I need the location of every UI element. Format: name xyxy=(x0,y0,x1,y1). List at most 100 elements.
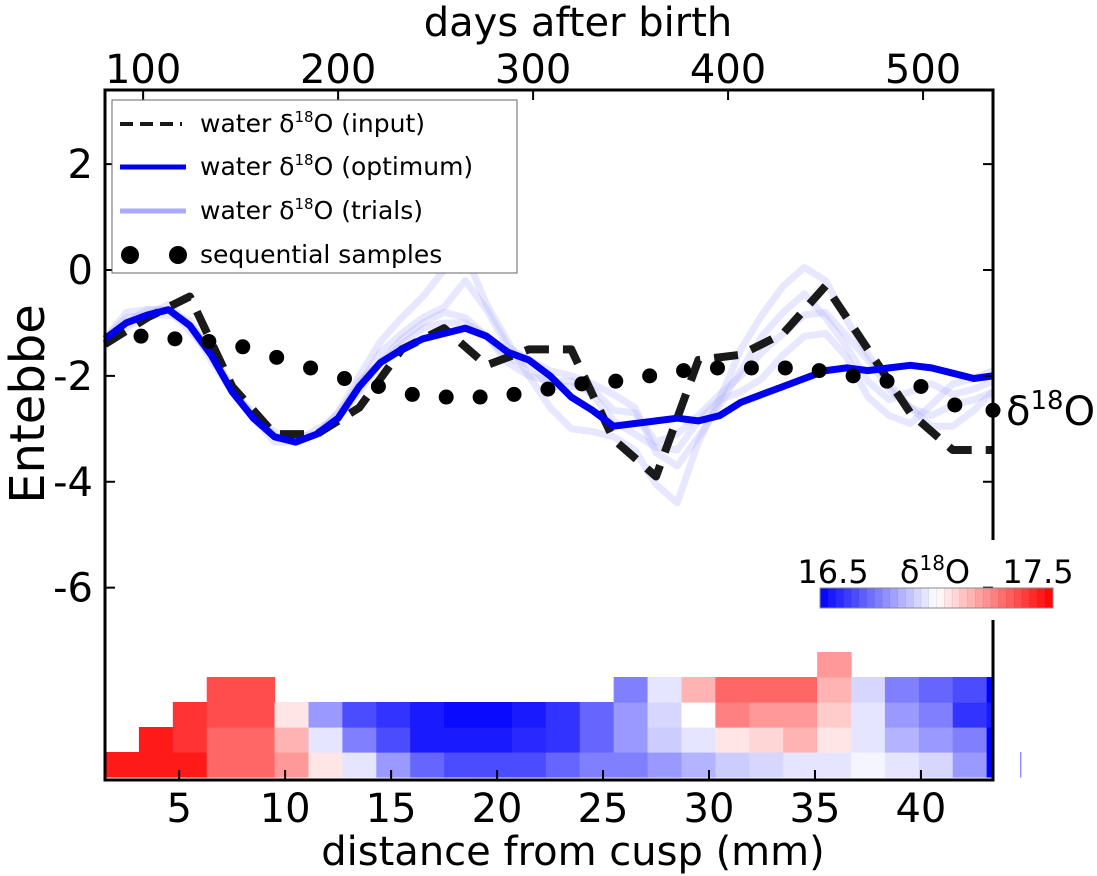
colorbar-cell xyxy=(897,587,907,609)
legend-samples-label: sequential samples xyxy=(200,240,442,269)
legend: water δ18O (input) water δ18O (optimum) … xyxy=(111,99,518,274)
heatmap-cell xyxy=(613,702,649,728)
heatmap-cell xyxy=(851,752,886,778)
colorbar: 16.5 17.5 δ18O xyxy=(797,551,1074,609)
colorbar-cell xyxy=(1013,587,1023,609)
sample-point xyxy=(336,371,352,387)
heatmap-cell xyxy=(579,727,615,753)
heatmap-cell xyxy=(240,702,276,728)
sample-point xyxy=(506,386,522,402)
sample-point xyxy=(574,376,590,392)
sample-point xyxy=(540,381,556,397)
heatmap-cell xyxy=(613,677,649,703)
sample-point xyxy=(133,328,149,344)
heatmap-cell xyxy=(681,727,716,753)
colorbar-title: δ18O xyxy=(900,551,970,591)
y-tick-label: -4 xyxy=(53,460,93,506)
heatmap-cell xyxy=(138,727,174,753)
heatmap-cell xyxy=(240,752,276,778)
colorbar-cell xyxy=(990,587,1000,609)
heatmap-cell xyxy=(342,727,377,753)
colorbar-cell xyxy=(951,587,961,609)
heatmap-cell xyxy=(376,752,411,778)
heatmap-cell xyxy=(952,677,988,703)
heatmap-cell xyxy=(749,752,784,778)
colorbar-cell xyxy=(1029,587,1039,609)
heatmap-cell xyxy=(579,752,615,778)
sample-point xyxy=(913,378,929,394)
sample-point xyxy=(811,363,827,379)
x-tick-label: 15 xyxy=(366,786,417,832)
heatmap-cell xyxy=(511,702,547,728)
sample-point xyxy=(642,368,658,384)
x-tick-label: 35 xyxy=(790,786,841,832)
colorbar-cell xyxy=(1021,587,1031,609)
colorbar-cell xyxy=(874,587,883,609)
colorbar-outline xyxy=(819,587,1054,609)
heatmap-cell xyxy=(681,752,716,778)
x-tick-label: 5 xyxy=(166,786,191,832)
heatmap-cell xyxy=(715,677,750,703)
legend-optimum-label: water δ18O (optimum) xyxy=(200,151,473,181)
y-tick-label: -2 xyxy=(53,354,93,400)
top-tick-label: 500 xyxy=(885,47,961,93)
heatmap-cell xyxy=(613,727,649,753)
sample-point xyxy=(777,360,793,376)
colorbar-cell xyxy=(905,587,914,609)
sample-point xyxy=(404,386,420,402)
heatmap-cell xyxy=(851,677,886,703)
right-delta-label: δ18O xyxy=(1006,386,1095,435)
heatmap-cell xyxy=(952,752,988,778)
legend-samples-dot-2 xyxy=(169,246,187,264)
sample-point xyxy=(167,331,183,347)
heatmap-cell xyxy=(986,702,994,728)
heatmap-cell xyxy=(444,702,479,728)
colorbar-cell xyxy=(975,587,984,609)
y-tick-label: 0 xyxy=(68,248,93,294)
top-tick-label: 400 xyxy=(690,47,766,93)
optimum-line xyxy=(102,306,994,446)
heatmap-cell xyxy=(240,677,276,703)
heatmap-cell xyxy=(817,652,852,678)
heatmap-cell xyxy=(613,752,649,778)
colorbar-cell xyxy=(944,587,953,609)
top-tick-label: 200 xyxy=(300,47,376,93)
heatmap-cell xyxy=(884,727,920,753)
colorbar-cell xyxy=(858,587,868,609)
heatmap-cell xyxy=(105,752,140,778)
heatmap-cell xyxy=(376,702,411,728)
colorbar-cell xyxy=(920,587,930,609)
heatmap-cell xyxy=(647,727,683,753)
heatmap-cell xyxy=(749,702,784,728)
colorbar-cell xyxy=(819,587,829,609)
top-tick-label: 100 xyxy=(105,47,181,93)
x-axis-label: distance from cusp (mm) xyxy=(321,829,824,875)
heatmap-cell xyxy=(206,677,242,703)
heatmap-cell xyxy=(749,677,784,703)
colorbar-cell xyxy=(1037,587,1046,609)
heatmap-cell xyxy=(647,752,683,778)
x-tick-label: 40 xyxy=(895,786,946,832)
colorbar-max-label: 17.5 xyxy=(1002,553,1073,591)
heatmap-cell xyxy=(1020,752,1022,778)
heatmap-cell xyxy=(138,752,174,778)
heatmap-cell xyxy=(918,727,954,753)
colorbar-cell xyxy=(881,587,891,609)
colorbar-cell xyxy=(928,587,938,609)
colorbar-cell xyxy=(967,587,976,609)
x-tick-label: 10 xyxy=(260,786,311,832)
colorbar-cell xyxy=(936,587,945,609)
heatmap-cell xyxy=(342,702,377,728)
heatmap-cell xyxy=(478,752,513,778)
colorbar-min-label: 16.5 xyxy=(797,553,868,591)
sample-point xyxy=(269,349,285,365)
heatmap-cell xyxy=(783,727,818,753)
heatmap-cell xyxy=(817,727,852,753)
heatmap-cell xyxy=(715,702,750,728)
y-axis-label: Entebbe xyxy=(0,304,56,504)
heatmap-cell xyxy=(545,727,581,753)
legend-box xyxy=(111,99,518,274)
sample-point xyxy=(303,360,319,376)
